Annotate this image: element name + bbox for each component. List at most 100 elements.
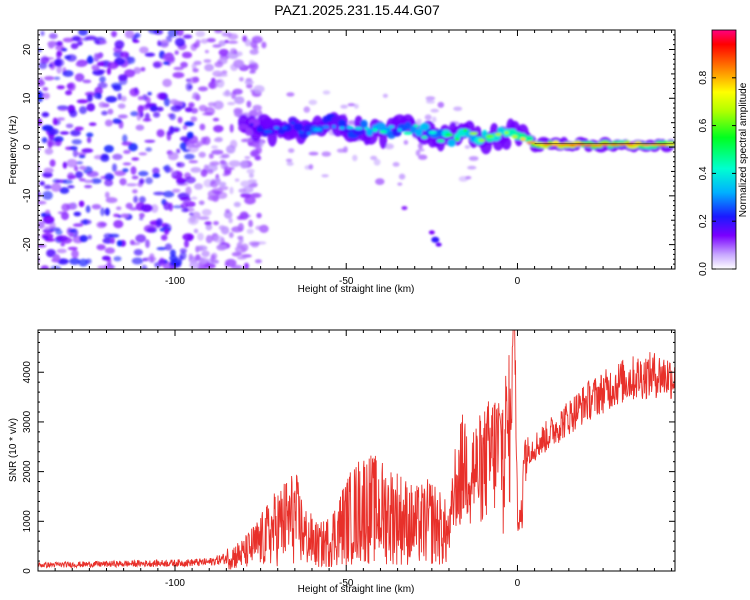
noise-blob <box>207 81 218 89</box>
noise-blob <box>370 155 378 161</box>
noise-blob <box>182 233 194 241</box>
noise-blob <box>234 96 245 105</box>
noise-blob <box>176 148 181 154</box>
noise-blob <box>95 53 103 59</box>
noise-blob <box>228 217 233 224</box>
noise-blob <box>164 228 170 235</box>
noise-blob <box>56 85 65 90</box>
noise-blob <box>255 145 262 155</box>
noise-blob <box>107 61 119 70</box>
noise-blob <box>122 168 129 173</box>
noise-blob <box>135 234 147 243</box>
noise-blob <box>100 154 110 162</box>
noise-blob <box>467 165 477 170</box>
noise-blob <box>241 138 248 143</box>
noise-blob <box>169 113 176 121</box>
noise-blob <box>453 106 463 112</box>
ridge-core <box>331 125 336 129</box>
noise-blob <box>191 63 197 70</box>
noise-blob <box>321 174 329 178</box>
noise-blob <box>212 79 222 83</box>
noise-blob <box>59 187 70 194</box>
noise-blob <box>218 181 227 187</box>
noise-blob <box>248 241 260 246</box>
noise-blob <box>163 190 175 198</box>
noise-blob <box>78 154 86 159</box>
noise-blob <box>229 186 234 195</box>
noise-blob <box>157 40 162 47</box>
noise-blob <box>179 142 187 151</box>
noise-blob <box>113 220 124 229</box>
noise-blob <box>38 200 47 205</box>
noise-blob <box>229 123 234 133</box>
x-tick-label: -50 <box>339 276 354 287</box>
noise-blob <box>244 196 256 205</box>
noise-blob <box>185 186 192 196</box>
noise-blob <box>195 39 201 45</box>
noise-blob <box>212 44 222 48</box>
noise-blob <box>308 151 319 156</box>
noise-blob <box>219 159 226 165</box>
noise-blob <box>26 107 37 110</box>
noise-blob <box>73 211 82 217</box>
noise-blob <box>199 257 209 264</box>
noise-blob <box>468 156 479 161</box>
noise-blob <box>285 158 293 163</box>
noise-blob <box>70 43 79 50</box>
noise-blob <box>163 61 170 65</box>
ridge-blob <box>245 127 253 136</box>
noise-blob <box>162 78 172 88</box>
noise-blob <box>229 139 238 149</box>
noise-blob <box>120 95 127 102</box>
noise-blob <box>133 67 142 74</box>
noise-blob <box>173 66 184 71</box>
noise-blob <box>249 70 256 74</box>
ridge-core <box>436 139 445 143</box>
noise-blob <box>107 174 115 180</box>
noise-blob <box>214 235 225 244</box>
noise-blob <box>103 145 114 153</box>
axis-labels: Height of straight line (km) Frequency (… <box>8 82 749 595</box>
noise-blob <box>52 254 61 263</box>
noise-blob <box>195 245 200 253</box>
x-tick-label: -50 <box>339 578 354 589</box>
ridge-core <box>273 126 280 130</box>
noise-blob <box>97 82 108 89</box>
noise-blob <box>211 149 224 155</box>
ridge-core <box>657 143 668 147</box>
noise-blob <box>218 48 229 57</box>
noise-blob <box>38 191 41 198</box>
noise-blob <box>133 195 139 203</box>
noise-blob <box>68 232 74 238</box>
noise-blob <box>212 259 219 264</box>
ridge-blob <box>447 138 456 147</box>
colorbar-tick-label: 0.2 <box>698 214 709 228</box>
noise-blob <box>76 161 83 165</box>
noise-blob <box>148 30 160 34</box>
noise-blob <box>354 103 359 109</box>
noise-blob <box>261 41 267 49</box>
noise-blob <box>73 165 79 172</box>
noise-blob <box>168 125 175 135</box>
ridge-blob <box>410 125 417 134</box>
noise-blob <box>142 118 152 122</box>
noise-blob <box>69 146 78 151</box>
noise-blob <box>179 136 190 142</box>
ridge-core <box>249 123 254 127</box>
noise-blob <box>43 167 54 174</box>
noise-blob <box>218 185 229 191</box>
noise-blob <box>184 121 195 127</box>
noise-blob <box>184 176 196 184</box>
noise-blob <box>182 125 188 130</box>
noise-blob <box>206 169 214 175</box>
noise-blob <box>83 179 93 184</box>
ridge-core <box>469 131 478 136</box>
noise-blob <box>114 40 125 49</box>
noise-blob <box>86 56 94 64</box>
ridge-core <box>339 126 345 130</box>
noise-blob <box>142 94 148 101</box>
noise-blob <box>129 87 140 97</box>
noise-blob <box>85 205 91 213</box>
ridge-core <box>397 128 402 132</box>
noise-blob <box>65 90 72 96</box>
